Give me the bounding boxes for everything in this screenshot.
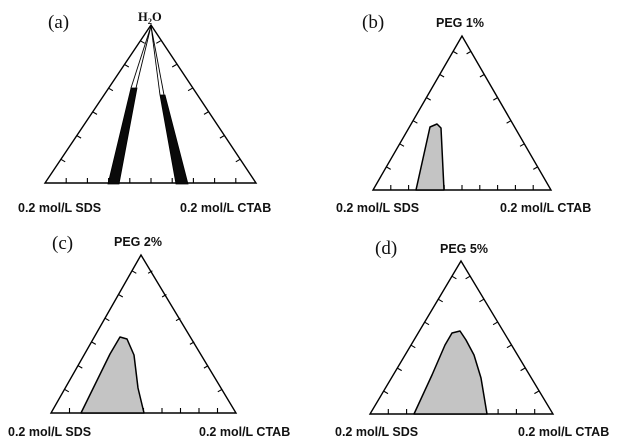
panel-a-right-wedge: [159, 94, 189, 185]
panel-a: (a) H2O: [18, 10, 271, 215]
panel-a-left-wedge: [107, 87, 138, 185]
panel-d-right-label: 0.2 mol/L CTAB: [518, 425, 609, 439]
panel-c-label: (c): [52, 233, 73, 254]
panel-c-right-label: 0.2 mol/L CTAB: [199, 425, 290, 439]
panel-c: (c) PEG 2% 0.2 mol/L SDS: [8, 233, 290, 439]
panel-b-triangle: [371, 34, 553, 191]
panel-c-phase-region: [80, 336, 145, 414]
panel-c-ticks: [64, 270, 223, 413]
panel-c-left-label: 0.2 mol/L SDS: [8, 425, 91, 439]
panel-d-phase-region: [413, 330, 488, 415]
panel-b-left-label: 0.2 mol/L SDS: [336, 201, 419, 215]
panel-d: (d) PEG 5% 0.2 mol/L SDS: [335, 238, 609, 439]
panel-c-top-label: PEG 2%: [114, 235, 162, 249]
panel-c-triangle: [49, 253, 238, 414]
panel-a-left-label: 0.2 mol/L SDS: [18, 201, 101, 215]
panel-d-label: (d): [375, 238, 397, 259]
panel-a-triangle: [43, 23, 258, 184]
panel-a-right-label: 0.2 mol/L CTAB: [180, 201, 271, 215]
panel-b: (b) PEG 1% 0.2 mol/L SDS: [336, 12, 591, 215]
panel-a-top-label: H2O: [138, 10, 162, 26]
panel-b-right-label: 0.2 mol/L CTAB: [500, 201, 591, 215]
panel-a-label: (a): [48, 12, 69, 33]
panel-b-ticks: [386, 50, 538, 190]
panel-b-phase-region: [415, 123, 445, 191]
panel-b-label: (b): [362, 12, 384, 33]
panel-d-left-label: 0.2 mol/L SDS: [335, 425, 418, 439]
panel-a-two-phase-regions: [107, 25, 189, 185]
panel-a-ticks: [60, 40, 241, 183]
panel-b-top-label: PEG 1%: [436, 16, 484, 30]
panel-d-top-label: PEG 5%: [440, 242, 488, 256]
